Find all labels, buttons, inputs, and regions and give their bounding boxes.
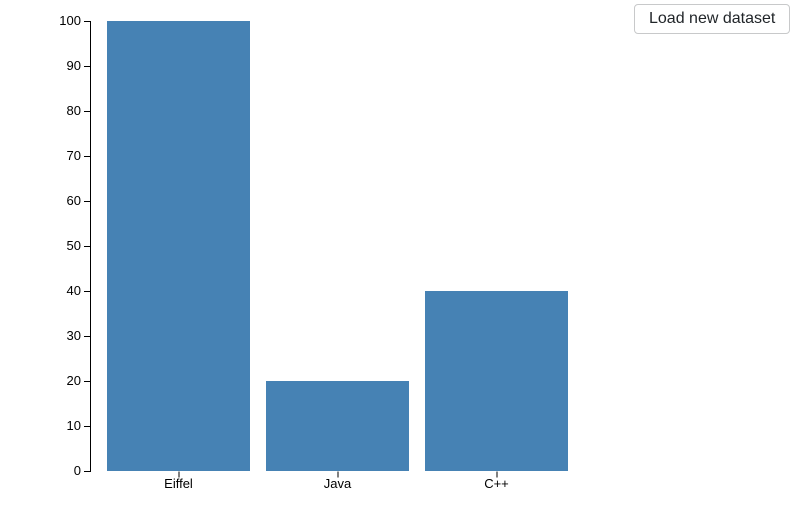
load-new-dataset-button[interactable]: Load new dataset [634, 4, 791, 34]
y-tick-label: 10 [67, 418, 81, 433]
x-tick-label: C++ [484, 476, 509, 491]
y-tick-label: 50 [67, 238, 81, 253]
y-tick-label: 80 [67, 103, 81, 118]
y-tick-label: 20 [67, 373, 81, 388]
y-tick-label: 70 [67, 148, 81, 163]
y-tick-label: 40 [67, 283, 81, 298]
bar-chart-svg: Eiffel Java C++ 0 10 20 30 40 50 60 70 80 90 100 [59, 13, 568, 491]
bar [425, 291, 568, 471]
x-tick-label: Java [324, 476, 352, 491]
y-tick-label: 0 [74, 463, 81, 478]
x-tick-label: Eiffel [164, 476, 193, 491]
y-tick-label: 90 [67, 58, 81, 73]
y-tick-label: 100 [59, 13, 81, 28]
y-tick-label: 60 [67, 193, 81, 208]
bar [266, 381, 409, 471]
y-tick-label: 30 [67, 328, 81, 343]
bar [107, 21, 250, 471]
